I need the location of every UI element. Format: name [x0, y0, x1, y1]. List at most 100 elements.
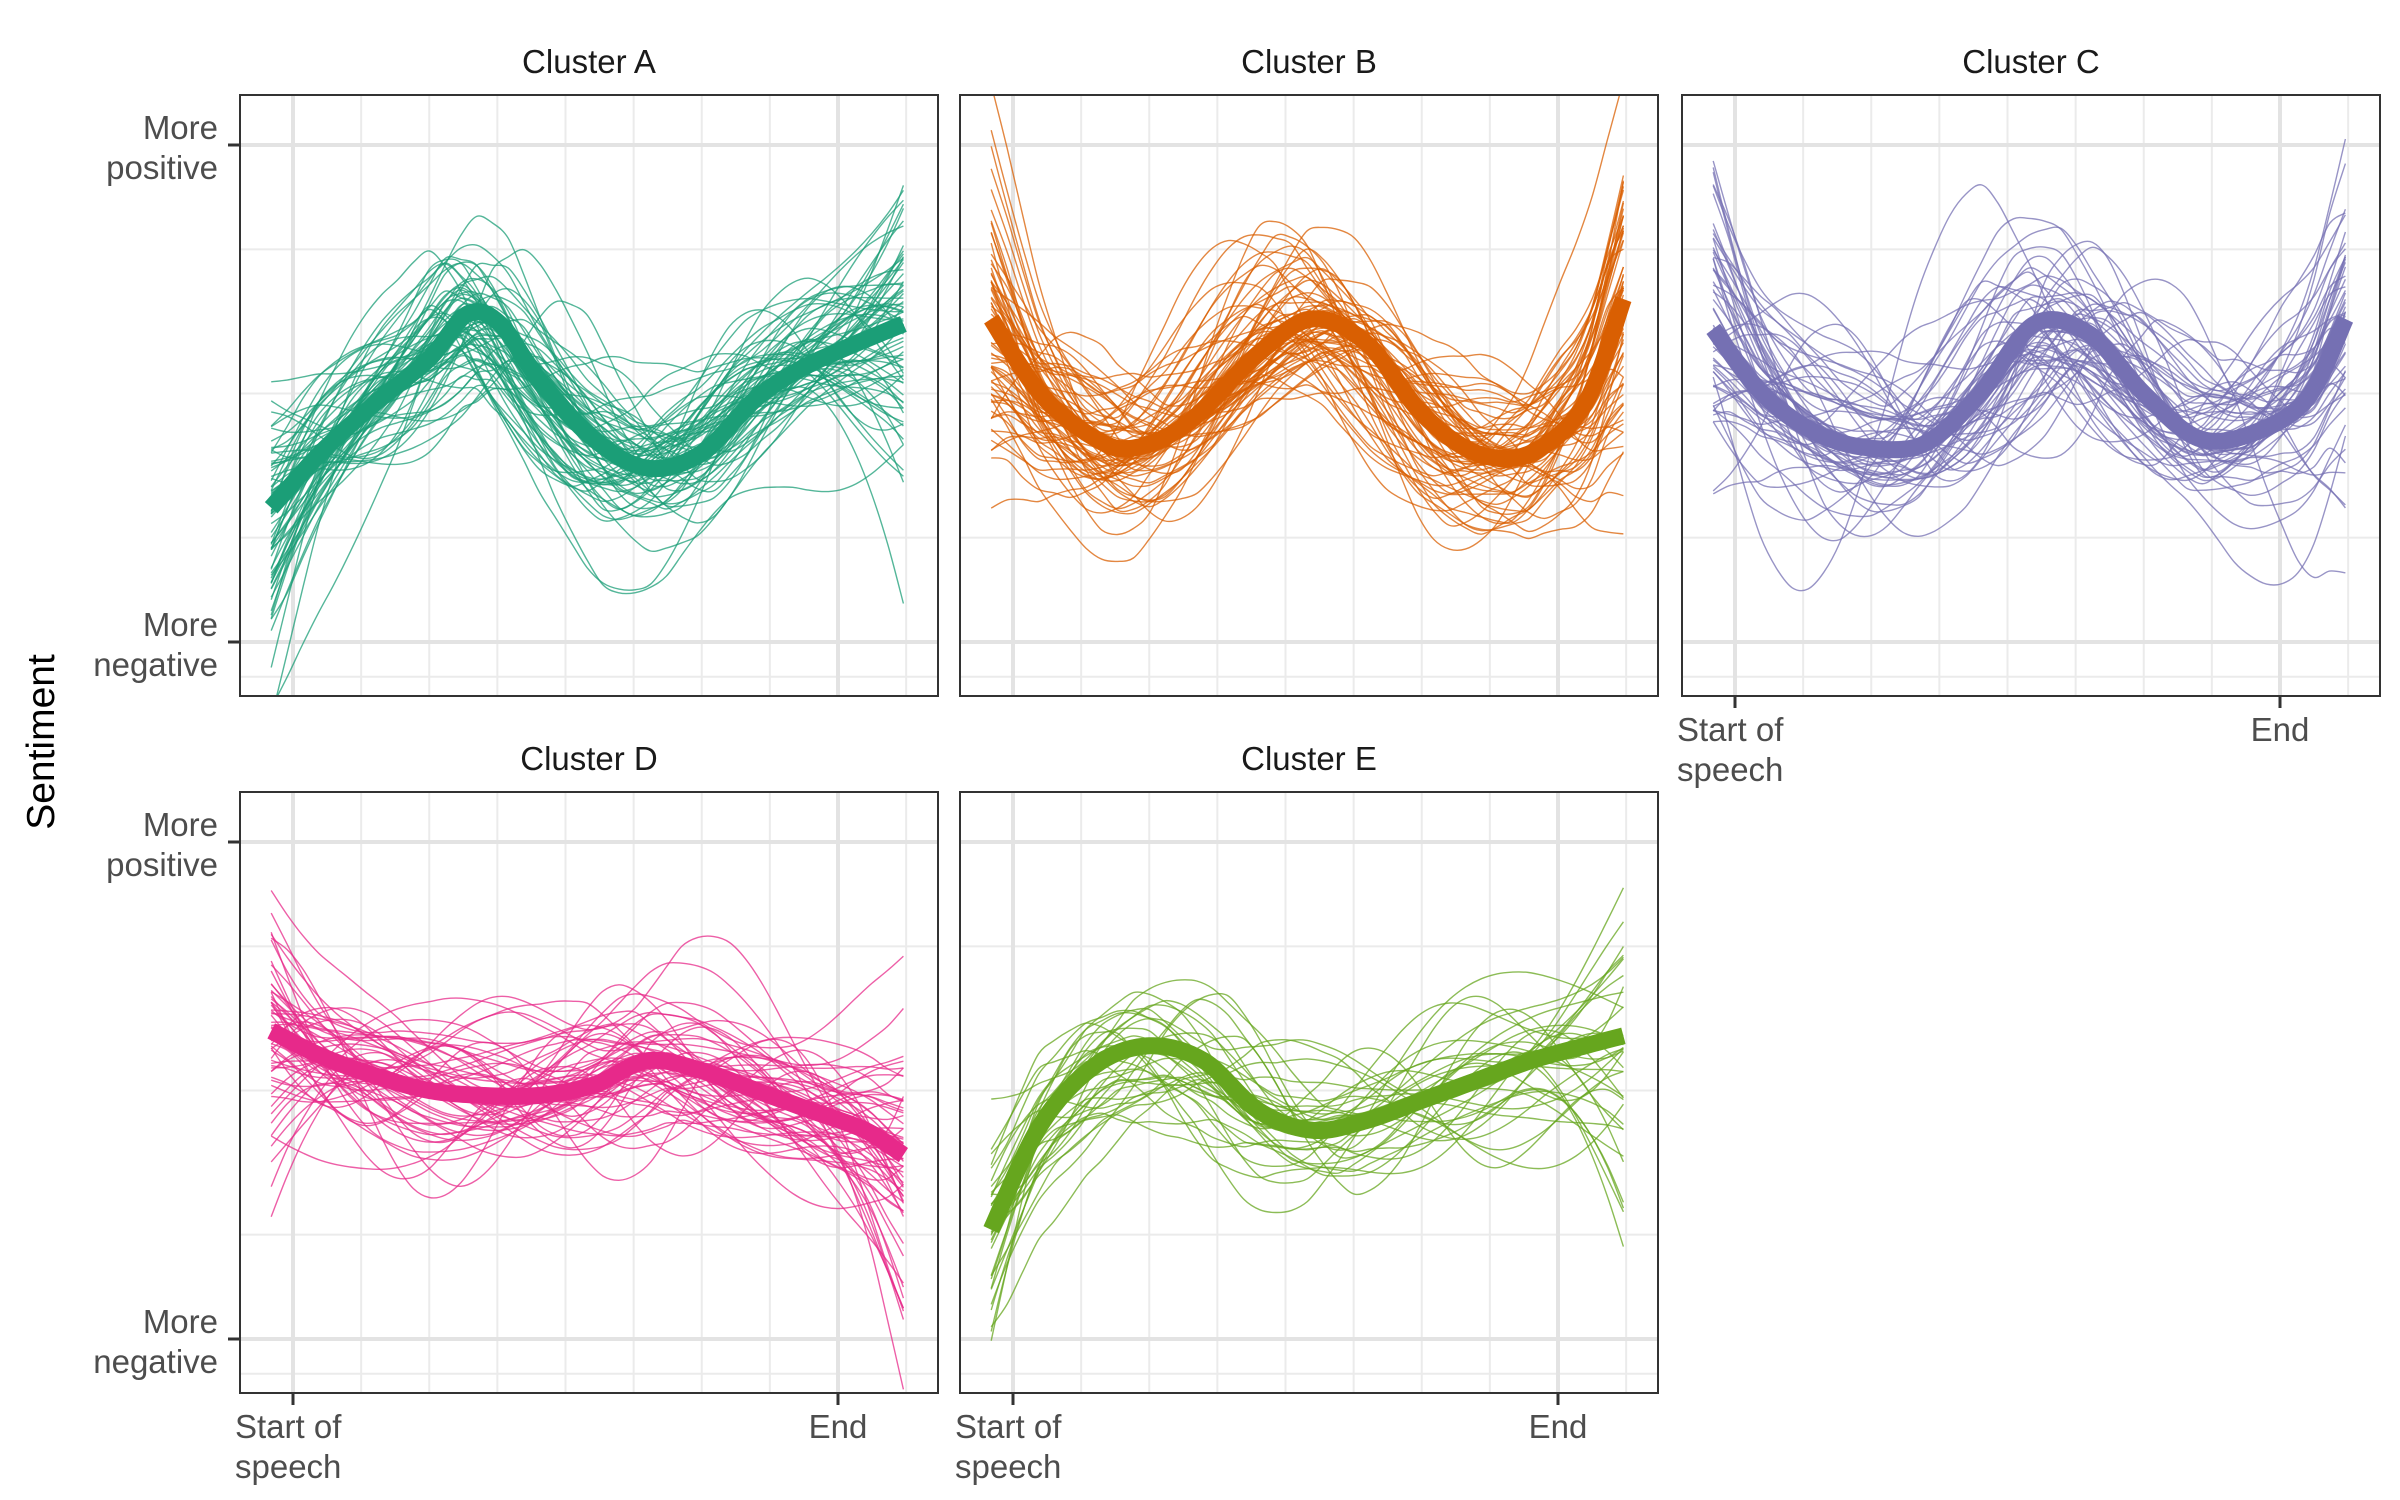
individual-line — [991, 239, 1625, 477]
individual-line — [270, 1038, 904, 1210]
tick-label-line: negative — [93, 1343, 218, 1380]
tick-label-line: speech — [235, 1448, 341, 1485]
individual-line — [990, 253, 1624, 439]
individual-line — [270, 1022, 904, 1169]
individual-line — [990, 1058, 1624, 1328]
panel-title: Cluster C — [1962, 43, 2100, 80]
individual-line — [1712, 284, 2346, 418]
individual-line — [1712, 278, 2346, 579]
individual-line — [1712, 340, 2346, 476]
individual-line — [990, 1006, 1624, 1311]
individual-line — [270, 285, 904, 482]
individual-line — [990, 956, 1624, 1150]
facet-panel: Cluster C Start of speech End — [1677, 43, 2381, 788]
facet-panel: Cluster B — [959, 43, 1659, 697]
individual-line — [990, 189, 1625, 426]
individual-line — [270, 292, 904, 591]
individual-line — [991, 245, 1624, 552]
individual-line — [271, 1013, 904, 1123]
individual-line — [270, 961, 905, 1309]
tick-label-line: speech — [955, 1448, 1061, 1485]
tick-label-line: Start of — [955, 1408, 1062, 1445]
individual-line — [270, 1056, 904, 1188]
individual-line — [1712, 242, 2346, 455]
individual-line — [270, 1037, 904, 1145]
individual-line — [990, 392, 1624, 493]
individual-line — [1712, 214, 2347, 467]
individual-lines — [270, 890, 905, 1390]
x-tick-label: End — [1529, 1408, 1588, 1445]
individual-line — [1712, 138, 2347, 421]
individual-line — [1712, 226, 2346, 463]
individual-line — [990, 1072, 1624, 1205]
panel-grid — [1682, 95, 2380, 696]
tick-label-line: More — [143, 806, 218, 843]
panel-border — [959, 791, 1659, 1394]
individual-lines — [990, 887, 1625, 1341]
individual-line — [271, 297, 904, 451]
individual-line — [990, 202, 1625, 474]
individual-line — [275, 349, 905, 696]
panel-border — [239, 791, 939, 1394]
y-axis-title: Sentiment — [20, 654, 63, 830]
panel-title: Cluster E — [1241, 740, 1377, 777]
y-tick-label: More positive — [106, 109, 218, 186]
individual-line — [990, 130, 1624, 430]
individual-line — [270, 989, 904, 1126]
individual-line — [270, 243, 904, 551]
individual-line — [990, 240, 1625, 512]
individual-line — [990, 267, 1624, 513]
panel-grid — [240, 95, 938, 696]
individual-line — [1712, 233, 2346, 442]
tick-label-line: More — [143, 1303, 218, 1340]
individual-line — [1712, 216, 2347, 530]
panel-border — [239, 94, 939, 697]
x-tick-label: End — [809, 1408, 868, 1445]
individual-lines — [270, 185, 905, 696]
mean-line — [984, 296, 1632, 468]
individual-line — [271, 984, 905, 1202]
individual-line — [991, 1046, 1624, 1196]
x-tick-label: Start of speech — [235, 1408, 342, 1485]
tick-label-line: positive — [106, 149, 218, 186]
individual-line — [990, 1046, 1624, 1220]
tick-label-line: Start of — [235, 1408, 342, 1445]
individual-line — [990, 273, 1624, 471]
individual-line — [276, 319, 904, 696]
mean-line — [264, 303, 907, 514]
individual-line — [270, 1023, 904, 1187]
tick-label-line: negative — [93, 646, 218, 683]
individual-line — [270, 289, 904, 549]
individual-lines — [990, 95, 1625, 563]
panel-border — [959, 94, 1659, 697]
tick-label-line: More — [143, 606, 218, 643]
tick-label-line: End — [809, 1408, 868, 1445]
y-axis-title-group: Sentiment — [20, 654, 63, 830]
individual-line — [991, 999, 1624, 1121]
individual-line — [1712, 314, 2346, 465]
x-tick-label: Start of speech — [955, 1408, 1062, 1485]
tick-label-line: More — [143, 109, 218, 146]
individual-line — [1712, 310, 2346, 436]
y-tick-label: More positive — [106, 806, 218, 883]
y-tick-label: More negative — [93, 606, 218, 683]
individual-line — [270, 309, 904, 512]
individual-line — [270, 253, 904, 551]
mean-line — [983, 1027, 1626, 1234]
panel-title: Cluster A — [522, 43, 656, 80]
panel-title: Cluster B — [1241, 43, 1377, 80]
individual-line — [990, 1088, 1625, 1205]
x-tick-label: Start of speech — [1677, 711, 1784, 788]
individual-line — [990, 225, 1625, 465]
individual-line — [990, 971, 1624, 1214]
tick-label-line: End — [2251, 711, 2310, 748]
y-tick-label: More negative — [93, 1303, 218, 1380]
individual-line — [1713, 271, 2347, 464]
tick-label-line: Start of — [1677, 711, 1784, 748]
individual-line — [1712, 319, 2346, 459]
mean-line — [267, 1023, 909, 1163]
individual-lines — [1712, 138, 2347, 592]
